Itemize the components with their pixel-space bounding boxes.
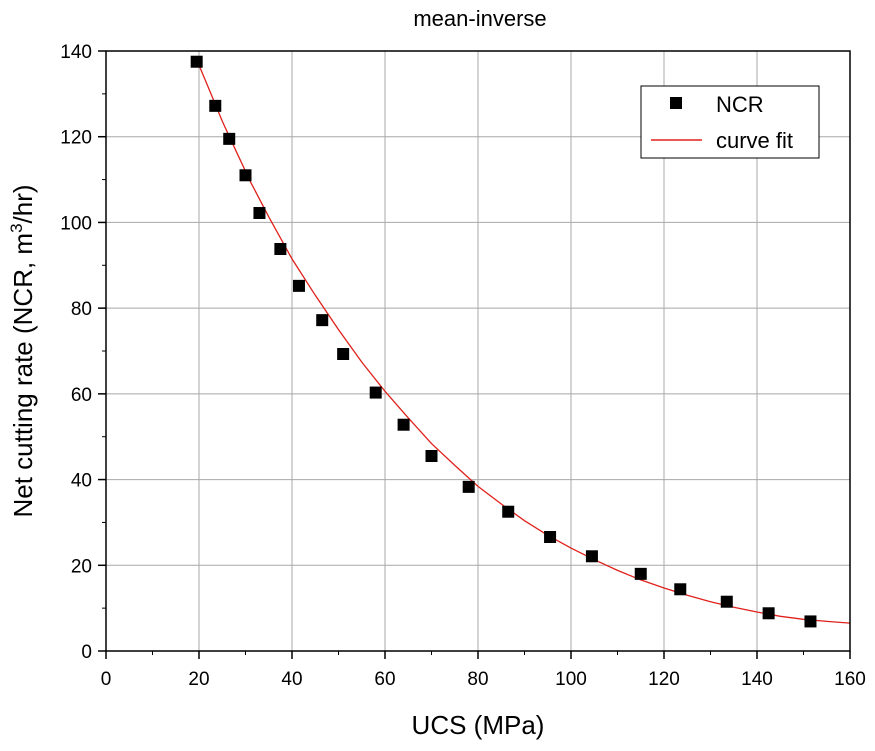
x-axis-title: UCS (MPa) [412, 710, 545, 740]
y-tick-label: 20 [71, 556, 92, 577]
x-tick-label: 100 [555, 669, 587, 690]
y-axis-title-sup: 3 [7, 223, 26, 232]
ncr-data-point [720, 595, 733, 608]
ncr-data-point [223, 132, 236, 145]
ncr-data-point [425, 450, 438, 462]
ncr-data-point [762, 607, 775, 620]
ncr-data-point [274, 243, 287, 255]
y-axis: 0 20 40 60 80 100 120 140 [60, 42, 106, 663]
ncr-data-point [337, 348, 350, 360]
y-tick-label: 140 [60, 42, 92, 63]
x-tick-label: 60 [374, 669, 395, 690]
y-tick-label: 60 [71, 385, 92, 406]
ncr-data-point [502, 505, 515, 518]
x-tick-label: 140 [741, 669, 773, 690]
y-tick-label: 40 [71, 471, 92, 492]
x-tick-label: 80 [467, 669, 488, 690]
x-tick-label: 20 [188, 669, 209, 690]
y-axis-title-tail: /hr) [8, 184, 38, 223]
x-tick-label: 120 [648, 669, 680, 690]
x-tick-label: 160 [834, 669, 866, 690]
legend: NCR curve fit [640, 85, 820, 159]
y-tick-label: 100 [60, 213, 92, 234]
y-tick-label: 80 [71, 299, 92, 320]
x-tick-label: 0 [101, 669, 112, 690]
y-tick-label: 120 [60, 128, 92, 149]
y-tick-label: 0 [81, 642, 92, 663]
legend-curve-fit-label: curve fit [716, 128, 793, 153]
legend-ncr-label: NCR [716, 92, 764, 117]
chart-title: mean-inverse [413, 6, 546, 31]
ncr-data-point [674, 583, 687, 596]
x-axis: 0 20 40 60 80 100 120 140 160 [101, 651, 866, 690]
ncr-data-point [634, 567, 647, 580]
y-axis-title-main: Net cutting rate (NCR, m [8, 233, 38, 518]
ncr-data-point [544, 531, 557, 543]
curve-fit-line [196, 59, 851, 624]
y-axis-title: Net cutting rate (NCR, m3/hr) [7, 184, 38, 517]
ncr-data-point [239, 169, 252, 182]
ncr-data-point [292, 279, 305, 292]
ncr-data-point [462, 480, 475, 493]
ncr-data-point [253, 207, 266, 219]
ncr-data-point [209, 99, 222, 112]
ncr-data-point [585, 550, 598, 563]
ncr-data-point [804, 615, 817, 628]
curve-fit-series [196, 59, 851, 624]
legend-ncr-marker [670, 97, 682, 109]
ncr-data-point [316, 314, 329, 327]
x-tick-label: 40 [281, 669, 302, 690]
ncr-data-point [397, 418, 410, 431]
ncr-data-point [369, 386, 382, 399]
ncr-data-point [190, 55, 203, 68]
ncr-series [190, 55, 817, 628]
